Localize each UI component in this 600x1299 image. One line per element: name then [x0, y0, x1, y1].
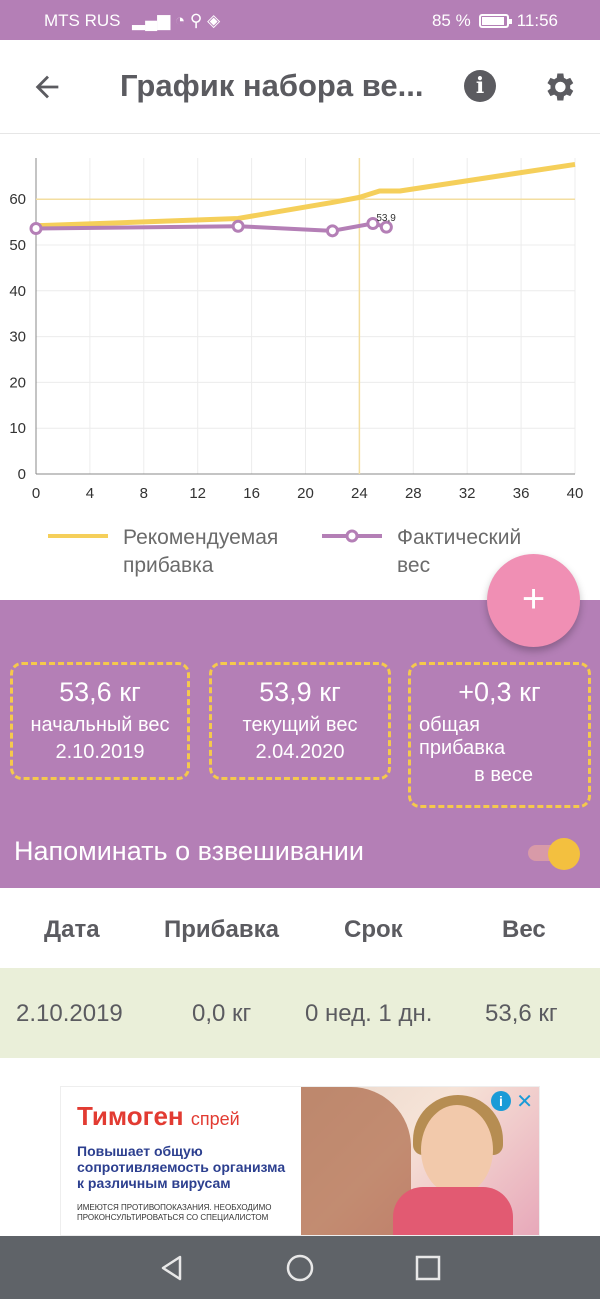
info-icon[interactable]: i	[464, 70, 496, 102]
app-bar: График набора ве... i	[0, 40, 600, 134]
row-date: 2.10.2019	[16, 1000, 123, 1027]
ad-photo	[301, 1087, 539, 1235]
x-tick-label: 24	[351, 485, 368, 502]
x-tick-label: 4	[86, 485, 94, 502]
ad-line-2: сопротивляемость организма	[77, 1159, 286, 1175]
row-term: 0 нед. 1 дн.	[305, 1000, 433, 1027]
series-actual-point	[366, 216, 380, 230]
y-tick-label: 10	[9, 420, 26, 437]
series-actual-point	[325, 224, 339, 238]
initial-weight-card: 53,6 кг начальный вес 2.10.2019	[10, 662, 190, 780]
x-tick-label: 16	[243, 485, 260, 502]
x-tick-label: 40	[567, 485, 584, 502]
table-header: Дата Прибавка Срок Вес	[0, 900, 600, 960]
current-weight-date: 2.04.2020	[255, 741, 345, 763]
x-tick-label: 8	[140, 485, 148, 502]
total-gain-label: общая прибавка	[419, 714, 506, 759]
x-tick-label: 32	[459, 485, 476, 502]
ad-close-icon[interactable]: ✕	[516, 1091, 533, 1113]
header-weight: Вес	[502, 916, 546, 943]
weight-chart: 0 4 8 12 16 20 24 28 32 36 40 0 10 20 30 40 50 60 53,9	[9, 158, 584, 502]
series-actual-point	[29, 222, 43, 236]
series-actual-point	[379, 220, 393, 234]
nav-recents-icon[interactable]	[414, 1254, 442, 1282]
summary-panel: 53,6 кг начальный вес 2.10.2019 53,9 кг …	[0, 600, 600, 888]
system-nav-bar	[0, 1236, 600, 1299]
battery-icon	[478, 14, 512, 28]
y-tick-label: 40	[9, 283, 26, 300]
ad-banner[interactable]: Тимоген спрей Повышает общую сопротивляе…	[60, 1086, 540, 1236]
nav-home-icon[interactable]	[286, 1254, 314, 1282]
arrow-left-icon[interactable]	[30, 70, 64, 104]
initial-weight-value: 53,6 кг	[59, 677, 141, 707]
row-gain: 0,0 кг	[192, 1000, 252, 1027]
series-actual-point	[231, 219, 245, 233]
y-tick-label: 0	[18, 466, 26, 483]
nav-back-icon[interactable]	[158, 1254, 186, 1282]
ad-brand: Тимоген спрей	[77, 1101, 240, 1131]
total-gain-value: +0,3 кг	[458, 677, 541, 707]
y-tick-label: 30	[9, 329, 26, 346]
status-bar: MTS RUS ▂▄▆ ◔ ⚲ ◈ 85 % 11:56	[0, 0, 600, 40]
ad-line-3: к различным вирусам	[77, 1175, 231, 1191]
header-term: Срок	[344, 916, 403, 943]
current-weight-label: текущий вес	[242, 714, 358, 736]
header-gain: Прибавка	[164, 916, 279, 943]
table-row[interactable]: 2.10.2019 0,0 кг 0 нед. 1 дн. 53,6 кг	[0, 968, 600, 1058]
x-tick-label: 12	[189, 485, 206, 502]
add-weight-button[interactable]: +	[487, 554, 580, 647]
y-tick-label: 60	[9, 191, 26, 208]
series-recommended-line	[35, 161, 576, 229]
x-tick-label: 0	[32, 485, 40, 502]
initial-weight-date: 2.10.2019	[55, 741, 145, 763]
ad-info-icon[interactable]: i	[491, 1091, 511, 1111]
total-gain-card: +0,3 кг общая прибавка в весе	[408, 662, 591, 808]
ad-fine-print: ИМЕЮТСЯ ПРОТИВОПОКАЗАНИЯ. НЕОБХОДИМО ПРО…	[77, 1203, 272, 1222]
row-weight: 53,6 кг	[485, 1000, 558, 1027]
legend-actual-swatch	[322, 529, 382, 543]
x-tick-label: 36	[513, 485, 530, 502]
legend-recommended-swatch	[48, 534, 108, 538]
reminder-toggle[interactable]	[528, 838, 580, 870]
carrier-name: MTS RUS	[44, 11, 121, 30]
total-gain-label-2: в весе	[474, 764, 533, 786]
point-value-label: 53,9	[376, 213, 396, 224]
x-tick-label: 20	[297, 485, 314, 502]
gear-icon[interactable]	[541, 69, 577, 105]
y-tick-label: 50	[9, 237, 26, 254]
signal-icon: ▂▄▆ ◔ ⚲ ◈	[132, 11, 221, 30]
initial-weight-label: начальный вес	[30, 714, 170, 736]
reminder-label: Напоминать о взвешивании	[14, 836, 364, 866]
page-title: График набора ве...	[120, 68, 424, 103]
x-tick-label: 28	[405, 485, 422, 502]
current-weight-card: 53,9 кг текущий вес 2.04.2020	[209, 662, 391, 780]
legend-actual: Фактический вес	[397, 526, 522, 577]
current-weight-value: 53,9 кг	[259, 677, 341, 707]
header-date: Дата	[44, 916, 100, 943]
battery-percent: 85 %	[431, 11, 471, 30]
clock: 11:56	[516, 11, 558, 30]
ad-line-1: Повышает общую	[77, 1143, 203, 1159]
chart-legend: Рекомендуемая прибавка Фактический вес	[0, 520, 600, 600]
legend-recommended: Рекомендуемая прибавка	[123, 526, 279, 577]
y-tick-label: 20	[9, 374, 26, 391]
